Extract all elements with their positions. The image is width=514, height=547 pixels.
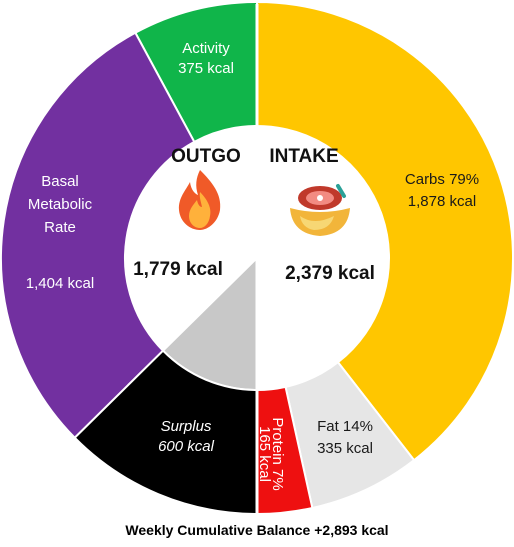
outgo-total: 1,779 kcal [133, 259, 223, 280]
donut-segments [0, 0, 514, 516]
intake-total: 2,379 kcal [285, 263, 375, 284]
carbs-segment [256, 0, 514, 462]
flame-icon [178, 170, 221, 230]
bmr-label: Basal Metabolic Rate 1,404 kcal [26, 173, 94, 292]
protein-label: Protein 7%165 kcal [256, 417, 286, 490]
weekly-balance-footer: Weekly Cumulative Balance +2,893 kcal [125, 522, 389, 538]
surplus-segment [73, 349, 258, 516]
surplus-label: Surplus 600 kcal [158, 418, 215, 455]
bmr-segment [0, 31, 196, 440]
fat-label: Fat 14% 335 kcal [317, 418, 373, 457]
food-bowl-icon [290, 184, 350, 236]
segment-labels: Activity 375 kcal Basal Metabolic Rate 1,404 … [26, 40, 479, 491]
intake-title: INTAKE [269, 146, 338, 167]
activity-label: Activity 375 kcal [178, 40, 234, 77]
outgo-title: OUTGO [171, 146, 241, 167]
carbs-label: Carbs 79% 1,878 kcal [405, 171, 479, 210]
